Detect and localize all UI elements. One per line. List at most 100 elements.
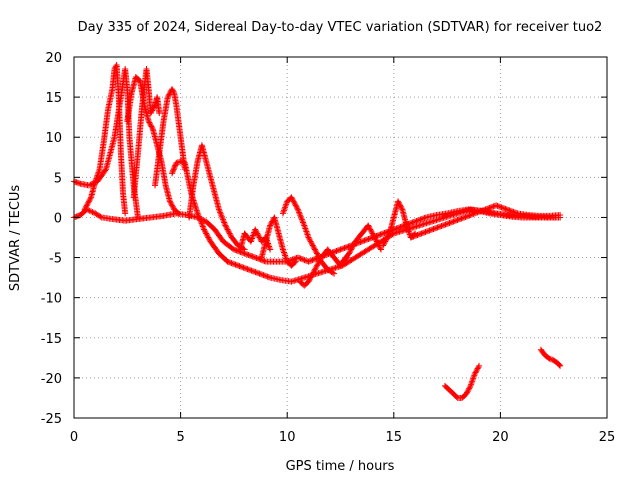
data-point	[167, 199, 174, 206]
data-point	[196, 214, 203, 221]
data-point	[223, 223, 230, 230]
data-point	[473, 209, 480, 216]
data-point	[466, 212, 473, 219]
data-point	[175, 210, 182, 217]
data-point	[169, 202, 176, 209]
data-point	[338, 246, 345, 253]
data-point	[254, 255, 261, 262]
data-point	[498, 204, 505, 211]
x-tick-label: 5	[176, 430, 184, 445]
data-point	[248, 267, 255, 274]
data-point	[102, 167, 109, 174]
data-point	[349, 243, 356, 250]
data-point	[218, 213, 225, 220]
data-point	[473, 366, 480, 373]
data-point	[309, 242, 316, 249]
data-point	[348, 246, 355, 253]
data-point	[474, 365, 481, 372]
data-point	[395, 198, 402, 205]
data-point	[294, 254, 301, 261]
data-point	[230, 246, 237, 253]
data-point	[228, 260, 235, 267]
data-point	[331, 270, 338, 277]
data-point	[398, 223, 405, 230]
data-point	[151, 103, 158, 110]
data-point	[397, 203, 404, 210]
data-point	[505, 206, 512, 213]
data-point	[253, 255, 260, 262]
y-tick-label: 20	[45, 51, 62, 66]
data-point	[220, 216, 227, 223]
data-point	[463, 390, 470, 397]
data-point	[472, 369, 479, 376]
series-track-10	[258, 214, 299, 269]
data-point	[314, 261, 321, 268]
data-point	[267, 246, 274, 253]
data-point	[371, 234, 378, 241]
data-point	[169, 86, 176, 93]
data-point	[83, 202, 90, 209]
data-point	[281, 249, 288, 256]
data-point	[449, 218, 456, 225]
data-point	[513, 209, 520, 216]
data-point	[247, 267, 254, 274]
data-point	[280, 248, 287, 255]
data-point	[478, 207, 485, 214]
y-tick-label: -20	[41, 372, 62, 387]
data-point	[461, 214, 468, 221]
data-point	[225, 259, 232, 266]
data-point	[291, 199, 298, 206]
data-point	[450, 218, 457, 225]
data-point	[221, 221, 228, 228]
data-point	[446, 219, 453, 226]
data-point	[368, 227, 375, 234]
data-point	[306, 235, 313, 242]
data-point	[148, 108, 155, 115]
data-point	[346, 249, 353, 256]
x-tick-label: 25	[599, 430, 616, 445]
data-point	[253, 229, 260, 236]
data-point	[382, 237, 389, 244]
data-point	[245, 252, 252, 259]
data-point	[225, 227, 232, 234]
data-point	[483, 205, 490, 212]
data-point	[290, 198, 297, 205]
data-point	[147, 110, 154, 117]
data-point	[172, 162, 179, 169]
data-point	[298, 256, 305, 263]
data-point	[370, 231, 377, 238]
data-point	[408, 219, 415, 226]
data-point	[306, 258, 313, 265]
series-track-3	[81, 62, 129, 217]
data-point	[217, 209, 224, 216]
data-point	[457, 215, 464, 222]
data-point	[466, 384, 473, 391]
data-point	[298, 215, 305, 222]
data-point	[89, 209, 96, 216]
axis-ticks: 0 5 10 15 20 25 -25 -20 -15 -10 -5 0 5 10 15 20	[41, 51, 616, 445]
data-point	[493, 202, 500, 209]
data-point	[366, 225, 373, 232]
data-point	[348, 245, 355, 252]
data-point	[88, 208, 95, 215]
x-tick-label: 10	[279, 430, 296, 445]
data-point	[165, 92, 172, 99]
data-point	[243, 265, 250, 272]
data-point	[235, 262, 242, 269]
data-point	[199, 223, 206, 230]
data-point	[221, 219, 228, 226]
data-point	[381, 229, 388, 236]
data-point	[85, 199, 92, 206]
data-point	[463, 213, 470, 220]
y-tick-label: -5	[49, 252, 62, 267]
data-point	[557, 362, 564, 369]
data-point	[255, 270, 262, 277]
data-point	[87, 195, 94, 202]
data-point	[253, 269, 260, 276]
data-point	[420, 215, 427, 222]
data-point	[396, 201, 403, 208]
data-point	[231, 261, 238, 268]
data-point	[219, 215, 226, 222]
series-track-16	[441, 362, 483, 401]
series-track-8	[186, 142, 248, 253]
